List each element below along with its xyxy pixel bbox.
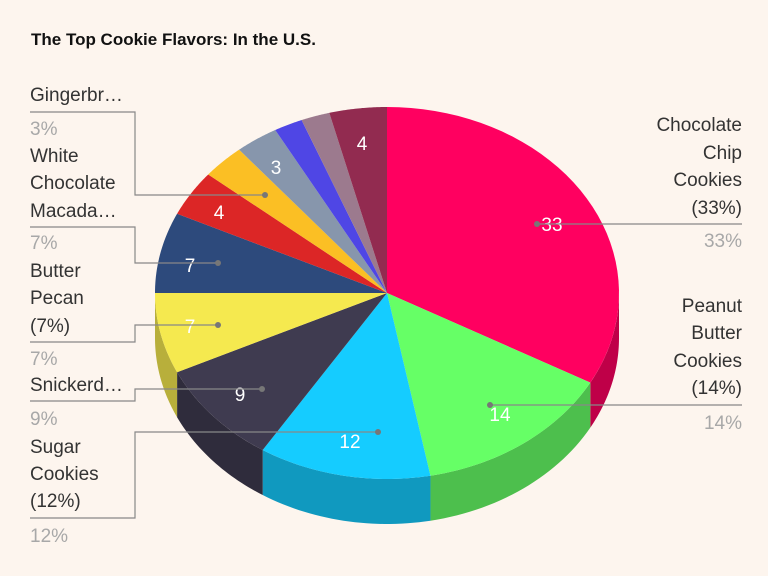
slice-side xyxy=(590,293,619,428)
slice-percent: 3% xyxy=(30,119,58,140)
data-label: 7 xyxy=(185,256,196,277)
slice-label: (33%) xyxy=(691,198,742,219)
data-label: 12 xyxy=(339,432,360,453)
slice-percent: 12% xyxy=(30,526,68,547)
slice-label: Cookies xyxy=(673,170,742,191)
slice-label: (7%) xyxy=(30,316,70,337)
slice-percent: 33% xyxy=(704,231,742,252)
data-label: 4 xyxy=(357,134,368,155)
slice-label: Cookies xyxy=(673,351,742,372)
slice-percent: 7% xyxy=(30,233,58,254)
leader-dot xyxy=(375,429,381,435)
slice-label: Snickerd… xyxy=(30,375,123,396)
data-label: 14 xyxy=(489,405,511,426)
slice-side xyxy=(430,382,591,521)
slice-label: Peanut xyxy=(682,296,743,317)
pie-slice xyxy=(155,213,387,293)
slice-percent: 9% xyxy=(30,409,58,430)
pie-slice xyxy=(208,149,387,293)
slice-label: Chip xyxy=(703,143,742,164)
slice-label: Sugar xyxy=(30,437,81,458)
slice-side xyxy=(155,293,178,418)
pie-slice xyxy=(387,293,591,476)
data-label: 3 xyxy=(271,158,282,179)
slice-side xyxy=(177,372,263,496)
slice-label: Butter xyxy=(691,323,742,344)
leader-line xyxy=(30,431,378,519)
slice-label: (14%) xyxy=(691,378,742,399)
leader-line xyxy=(30,226,218,264)
leader-dot xyxy=(215,260,221,266)
leader-dot xyxy=(215,322,221,328)
leader-dot xyxy=(259,386,265,392)
pie-slice xyxy=(275,120,387,293)
slice-label: Cookies xyxy=(30,464,99,485)
slice-label: Butter xyxy=(30,261,81,282)
data-label: 4 xyxy=(214,203,225,224)
slice-label: Macada… xyxy=(30,201,117,222)
slice-label: Pecan xyxy=(30,288,84,309)
leader-line xyxy=(30,111,265,196)
slice-label: (12%) xyxy=(30,491,81,512)
pie-slice xyxy=(387,107,619,383)
leader-line xyxy=(30,324,218,343)
slice-label: Gingerbr… xyxy=(30,85,123,106)
leader-dot xyxy=(262,192,268,198)
pie-slice xyxy=(177,293,387,451)
data-label: 33 xyxy=(541,215,562,236)
slice-side xyxy=(262,450,431,524)
data-label: 7 xyxy=(185,317,196,338)
pie-slice xyxy=(329,107,387,293)
pie-slice xyxy=(155,293,387,373)
chart-title: The Top Cookie Flavors: In the U.S. xyxy=(31,30,316,49)
leader-line xyxy=(30,388,262,402)
slice-label: Chocolate xyxy=(656,115,742,136)
slice-percent: 14% xyxy=(704,413,742,434)
pie-slice xyxy=(301,112,387,293)
slice-percent: 7% xyxy=(30,349,58,370)
pie-slice xyxy=(177,174,387,293)
leader-dot xyxy=(534,221,540,227)
pie-slice xyxy=(239,130,387,293)
data-label: 9 xyxy=(235,385,246,406)
slice-label: Chocolate xyxy=(30,173,116,194)
slice-label: White xyxy=(30,146,79,167)
leader-dot xyxy=(487,402,493,408)
